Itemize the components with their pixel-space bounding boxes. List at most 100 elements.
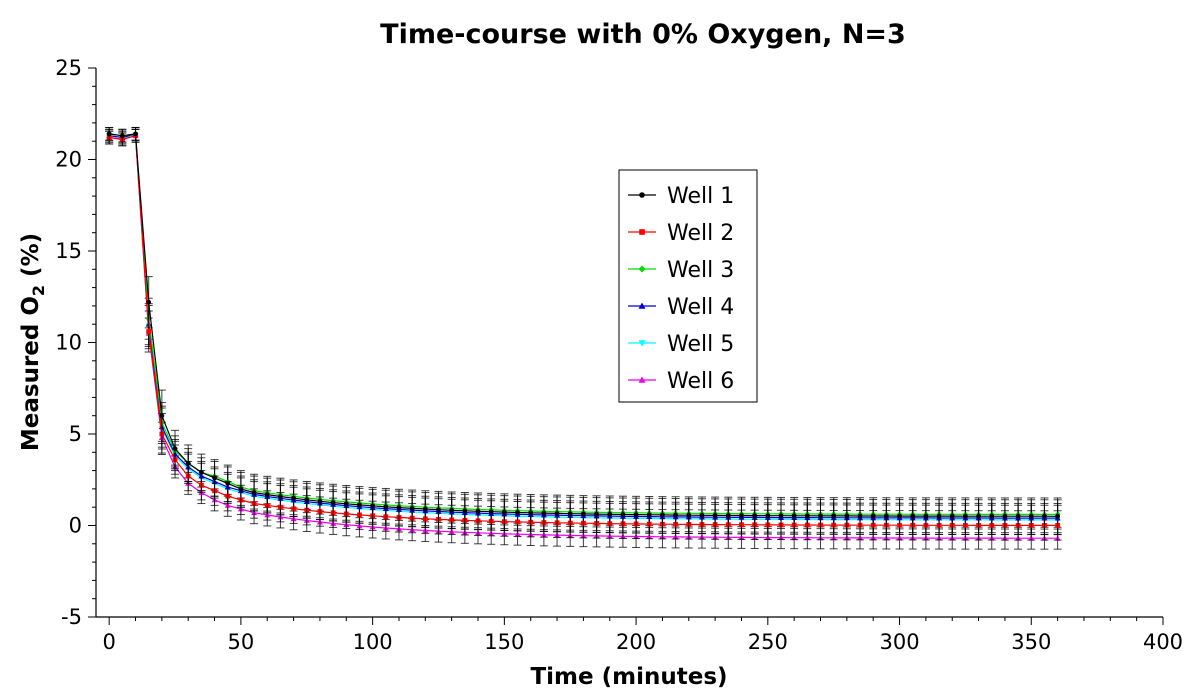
y-axis-label: Measured O2 (%) <box>18 233 48 451</box>
data-point <box>1055 513 1061 519</box>
legend-item-2: Well 2 <box>628 221 734 246</box>
x-tick-label: 150 <box>484 630 524 654</box>
data-point <box>343 501 349 507</box>
series-line <box>109 133 1058 519</box>
data-point <box>449 507 455 513</box>
y-tick-label: 0 <box>69 514 82 538</box>
data-point <box>567 511 573 517</box>
data-point <box>638 340 646 347</box>
data-point <box>185 460 191 466</box>
series-well-6 <box>105 128 1062 550</box>
data-point <box>638 302 646 309</box>
series-well-4 <box>105 126 1062 534</box>
data-point <box>831 513 837 519</box>
data-point <box>699 512 705 518</box>
series-line <box>109 135 1058 521</box>
plot-area: 0 50 100 150 200 250 300 350 400 -5 0 5 10 15 20 25 <box>55 56 1183 654</box>
data-point <box>963 513 968 519</box>
data-point <box>910 513 916 519</box>
data-point <box>357 502 362 508</box>
series-well-5 <box>105 128 1062 536</box>
legend-item-5: Well 5 <box>628 332 734 357</box>
data-point <box>409 505 415 511</box>
data-point <box>264 492 270 498</box>
y-tick-label: 20 <box>55 148 82 172</box>
data-point <box>1042 513 1047 519</box>
data-point <box>383 504 389 510</box>
data-point <box>1002 513 1008 519</box>
data-point <box>106 131 112 137</box>
data-point <box>870 513 876 519</box>
data-point <box>620 512 626 517</box>
legend-label: Well 2 <box>667 221 734 246</box>
data-point <box>607 511 613 517</box>
legend-item-6: Well 6 <box>628 369 734 394</box>
data-point <box>594 511 599 517</box>
legend-box <box>618 169 758 403</box>
data-point <box>370 503 376 509</box>
data-point <box>818 513 823 519</box>
x-tick-label: 200 <box>616 630 656 654</box>
data-point <box>225 481 231 486</box>
data-point <box>660 512 665 518</box>
legend-label: Well 3 <box>667 258 734 283</box>
data-point <box>251 490 257 495</box>
data-point <box>133 131 138 137</box>
data-point <box>146 329 152 334</box>
y-axis-label-unit: (%) <box>18 233 44 285</box>
data-point <box>804 513 810 519</box>
data-point <box>633 512 639 518</box>
data-point <box>765 513 771 519</box>
y-axis-label-main: Measured O <box>18 296 44 451</box>
data-point <box>638 265 646 273</box>
data-point <box>976 513 981 519</box>
data-point <box>278 494 283 499</box>
data-point <box>989 513 995 519</box>
data-point <box>541 510 547 516</box>
data-point <box>198 470 204 475</box>
data-point <box>475 508 481 514</box>
data-point <box>304 497 310 503</box>
data-point <box>436 507 441 513</box>
data-point <box>646 512 652 518</box>
data-point <box>673 512 679 518</box>
data-point <box>725 513 731 518</box>
data-point <box>291 495 296 501</box>
data-point <box>528 510 534 516</box>
legend-label: Well 5 <box>667 332 734 357</box>
y-ticks: -5 0 5 10 15 20 25 <box>55 56 96 629</box>
series-line <box>109 133 1058 516</box>
x-tick-label: 250 <box>748 630 788 654</box>
y-tick-label: 5 <box>69 422 82 446</box>
data-point <box>554 511 560 516</box>
y-tick-label: 15 <box>55 239 82 263</box>
data-point <box>422 506 428 512</box>
data-point <box>330 500 336 505</box>
data-point <box>639 192 645 198</box>
x-tick-label: 300 <box>879 630 919 654</box>
legend: Well 1 Well 2 Well 3 Well 4 Well 5 Well 6 <box>618 169 758 403</box>
series-well-2 <box>105 128 1062 541</box>
data-point <box>857 513 863 519</box>
data-point <box>712 512 718 518</box>
x-axis-label: Time (minutes) <box>530 664 727 690</box>
x-tick-label: 100 <box>353 630 393 654</box>
data-point <box>212 475 217 481</box>
data-point <box>739 513 744 518</box>
data-point <box>639 229 645 235</box>
data-point <box>159 413 165 419</box>
series-line <box>109 134 1058 527</box>
legend-item-4: Well 4 <box>628 295 734 320</box>
data-point <box>936 513 942 519</box>
data-point <box>462 508 468 514</box>
legend-item-3: Well 3 <box>628 258 734 283</box>
data-point <box>146 299 152 305</box>
data-point <box>949 513 955 519</box>
y-tick-label: -5 <box>61 605 82 629</box>
data-point <box>883 513 889 519</box>
series-well-1 <box>105 126 1062 536</box>
data-point <box>501 509 507 515</box>
data-point <box>791 513 797 519</box>
data-point <box>923 513 929 519</box>
y-axis-label-subscript: 2 <box>29 285 48 296</box>
